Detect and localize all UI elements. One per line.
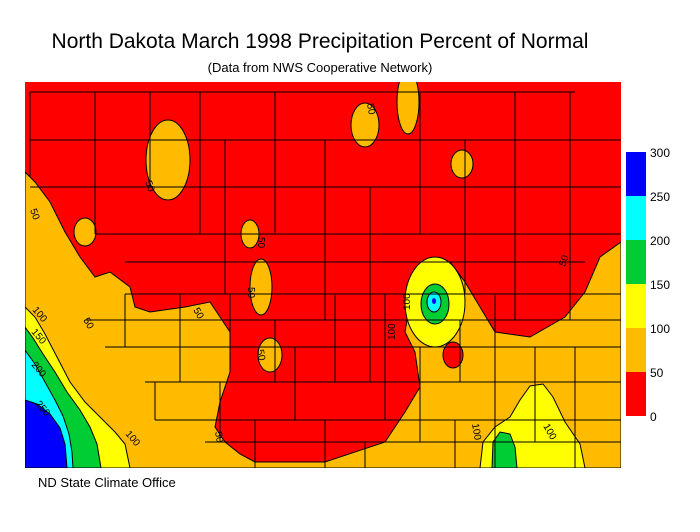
contour-label: 50 [80,316,95,332]
legend-swatch-yellow [626,284,646,328]
contour-label: 50 [254,349,267,362]
footer-credit: ND State Climate Office [38,475,176,490]
orange-island-7 [396,82,420,135]
contour-label: 100 [402,293,413,310]
precipitation-map: 50 50 50 50 50 50 50 50 50 50 100 100 10… [25,82,621,468]
contour-label: 100 [387,323,398,340]
contour-label: 50 [255,237,266,249]
blue-dot-central [432,298,436,304]
contour-label: 50 [557,253,571,268]
legend-label: 50 [650,366,664,380]
legend-label: 300 [650,146,671,160]
orange-island-2 [73,217,97,247]
legend-label: 100 [650,322,671,336]
legend-color-bar [626,152,646,416]
county-boundaries [29,91,621,468]
orange-island-6 [350,102,380,148]
contour-label: 50 [142,179,156,194]
contour-label: 50 [190,306,205,322]
legend-swatch-red [626,372,646,416]
legend-swatch-orange [626,328,646,372]
legend-swatch-green [626,240,646,284]
orange-island-4 [249,258,273,316]
legend-label: 150 [650,278,671,292]
contour-label: 50 [364,103,377,116]
legend-swatch-cyan [626,196,646,240]
orange-island-8 [450,149,474,179]
red-blob-central [442,341,464,369]
legend-label: 200 [650,234,671,248]
legend-swatch-blue [626,152,646,196]
legend-label: 0 [650,410,657,424]
map-subtitle: (Data from NWS Cooperative Network) [207,60,433,75]
blue-region-west [25,399,68,468]
contour-label: 100 [469,423,483,442]
contour-label: 50 [245,287,256,299]
contour-label: 50 [27,207,41,222]
map-title: North Dakota March 1998 Precipitation Pe… [51,30,589,53]
contour-label: 50 [212,431,225,444]
legend-label: 250 [650,190,671,204]
